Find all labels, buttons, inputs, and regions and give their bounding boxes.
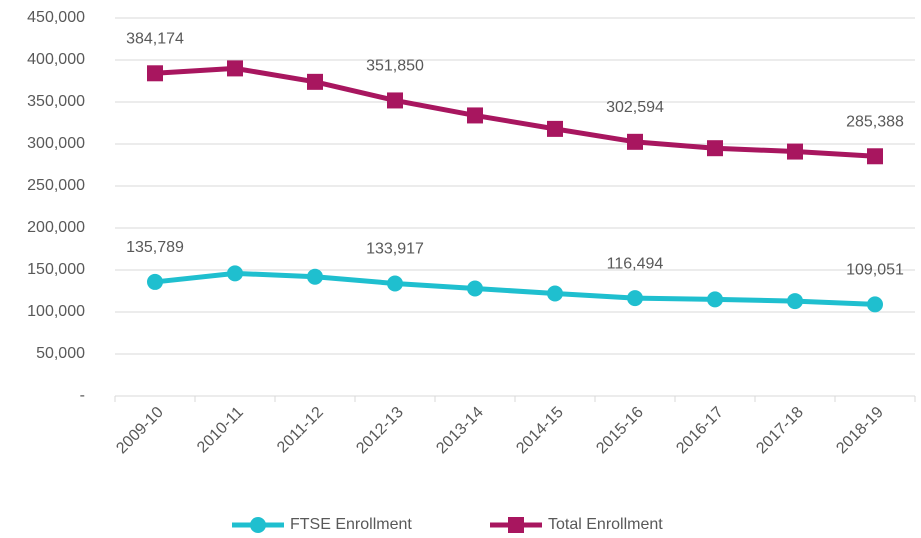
marker xyxy=(707,140,723,157)
marker xyxy=(147,65,163,82)
marker xyxy=(227,60,243,77)
y-tick-label: 250,000 xyxy=(27,177,85,194)
x-tick-label: 2013-14 xyxy=(433,404,487,458)
marker xyxy=(867,296,883,313)
x-tick-label: 2011-12 xyxy=(274,404,327,457)
marker xyxy=(307,73,323,90)
y-tick-label: 50,000 xyxy=(36,345,85,362)
x-tick-label: 2009-10 xyxy=(113,404,167,458)
series-line xyxy=(154,270,876,307)
x-tick-label: 2018-19 xyxy=(833,404,887,458)
x-tick-label: 2016-17 xyxy=(673,404,727,458)
data-label: 133,917 xyxy=(366,241,424,258)
y-tick-label: 350,000 xyxy=(27,93,85,110)
series-line xyxy=(154,65,876,159)
x-tick-label: 2017-18 xyxy=(753,404,807,458)
data-label: 302,594 xyxy=(606,99,664,116)
marker xyxy=(307,268,323,285)
data-label: 285,388 xyxy=(846,113,904,130)
data-label: 135,789 xyxy=(126,239,184,256)
legend-marker xyxy=(508,517,524,533)
x-tick-label: 2014-15 xyxy=(513,404,567,458)
marker xyxy=(867,148,883,165)
marker xyxy=(707,291,723,308)
marker xyxy=(787,293,803,310)
x-tick-label: 2010-11 xyxy=(194,404,247,457)
y-tick-label: 300,000 xyxy=(27,135,85,152)
data-label: 351,850 xyxy=(366,58,424,75)
marker xyxy=(467,280,483,297)
marker xyxy=(387,275,403,292)
marker xyxy=(147,273,163,290)
data-label: 384,174 xyxy=(126,31,184,48)
legend-marker xyxy=(250,517,266,533)
marker xyxy=(547,285,563,302)
legend-label: Total Enrollment xyxy=(548,516,663,533)
data-label: 109,051 xyxy=(846,262,904,279)
legend-label: FTSE Enrollment xyxy=(290,516,412,533)
y-tick-label: 150,000 xyxy=(27,261,85,278)
marker xyxy=(627,290,643,307)
y-tick-label: 400,000 xyxy=(27,51,85,68)
y-tick-label: 450,000 xyxy=(27,9,85,26)
marker xyxy=(627,133,643,150)
x-tick-label: 2012-13 xyxy=(353,404,407,458)
y-tick-label: 200,000 xyxy=(27,219,85,236)
x-tick-label: 2015-16 xyxy=(593,404,647,458)
y-tick-label: 100,000 xyxy=(27,303,85,320)
marker xyxy=(787,143,803,160)
marker xyxy=(547,120,563,137)
data-label: 116,494 xyxy=(607,255,664,272)
marker xyxy=(387,92,403,109)
y-tick-label: - xyxy=(80,387,85,404)
marker xyxy=(467,107,483,124)
marker xyxy=(227,265,243,282)
